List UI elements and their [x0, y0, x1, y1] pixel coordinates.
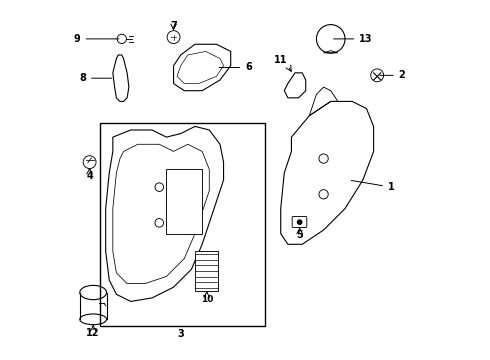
FancyBboxPatch shape — [195, 251, 218, 291]
Text: 7: 7 — [170, 21, 177, 31]
Circle shape — [297, 220, 302, 224]
Text: 10: 10 — [200, 295, 213, 304]
FancyBboxPatch shape — [100, 123, 265, 327]
Text: 11: 11 — [274, 55, 288, 65]
Text: 13: 13 — [334, 34, 373, 44]
Text: 2: 2 — [380, 70, 405, 80]
Text: 6: 6 — [219, 63, 252, 72]
FancyBboxPatch shape — [167, 169, 202, 234]
Text: 8: 8 — [79, 73, 112, 83]
FancyBboxPatch shape — [292, 216, 307, 228]
Text: 5: 5 — [296, 230, 303, 240]
Text: 9: 9 — [74, 34, 119, 44]
Text: 4: 4 — [86, 171, 93, 181]
Text: 3: 3 — [177, 329, 184, 339]
Text: 1: 1 — [351, 180, 394, 192]
Text: 12: 12 — [86, 328, 100, 338]
